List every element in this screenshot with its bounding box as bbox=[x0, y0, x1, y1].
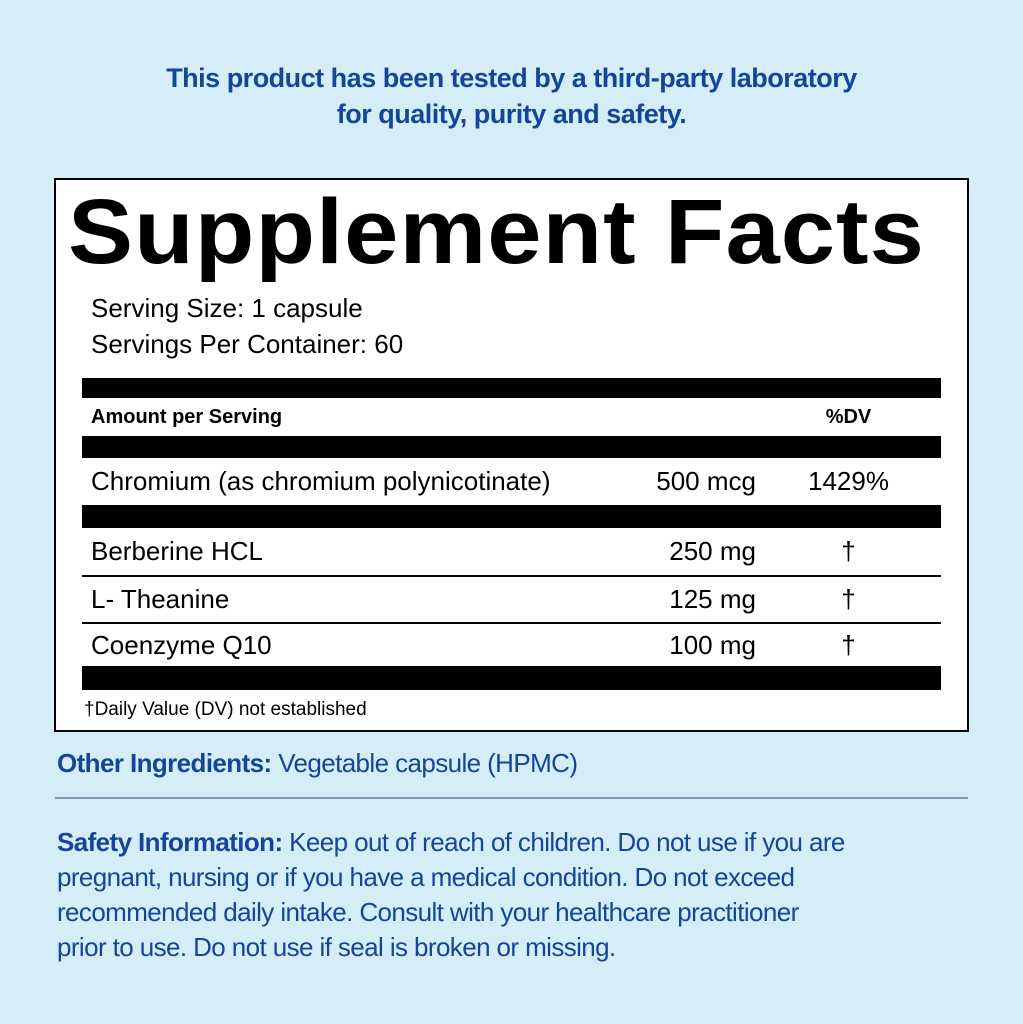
other-ingredients: Other Ingredients: Vegetable capsule (HP… bbox=[57, 746, 1023, 780]
ingredient-amount: 500 mcg bbox=[656, 466, 756, 496]
percent-dv-header: %DV bbox=[825, 405, 872, 428]
divider-bar-top bbox=[82, 378, 941, 398]
section-divider bbox=[55, 797, 968, 799]
safety-information-text: Keep out of reach of children. Do not us… bbox=[57, 827, 845, 962]
ingredient-name: Chromium (as chromium polynicotinate) bbox=[91, 466, 551, 496]
ingredient-name: Coenzyme Q10 bbox=[91, 629, 272, 660]
facts-header-row: Amount per Serving %DV bbox=[82, 398, 941, 436]
ingredient-amount: 250 mg bbox=[669, 536, 756, 566]
supplement-facts-title: Supplement Facts bbox=[68, 181, 925, 283]
safety-information-label: Safety Information: bbox=[57, 827, 283, 857]
ingredient-dv: † bbox=[841, 536, 856, 566]
ingredient-dv: 1429% bbox=[808, 466, 889, 496]
row-separator bbox=[82, 622, 941, 624]
divider-bar-bottom bbox=[82, 666, 941, 690]
other-ingredients-value: Vegetable capsule (HPMC) bbox=[278, 748, 578, 778]
supplement-facts-panel: Supplement Facts Serving Size: 1 capsule… bbox=[54, 178, 969, 732]
row-separator bbox=[82, 575, 941, 577]
table-row-coenzyme-q10: Coenzyme Q10 100 mg † bbox=[82, 624, 941, 666]
table-row-theanine: L- Theanine 125 mg † bbox=[82, 577, 941, 622]
table-row-berberine: Berberine HCL 250 mg † bbox=[82, 528, 941, 575]
other-ingredients-label: Other Ingredients: bbox=[57, 748, 272, 778]
ingredient-dv: † bbox=[841, 629, 856, 660]
dv-footnote: †Daily Value (DV) not established bbox=[84, 699, 367, 720]
table-row-chromium: Chromium (as chromium polynicotinate) 50… bbox=[82, 458, 941, 505]
ingredient-name: Berberine HCL bbox=[91, 536, 263, 566]
servings-per-container: Servings Per Container: 60 bbox=[91, 329, 404, 359]
amount-per-serving-header: Amount per Serving bbox=[91, 405, 283, 428]
safety-information: Safety Information: Keep out of reach of… bbox=[57, 825, 1005, 965]
divider-bar-header bbox=[82, 436, 941, 458]
ingredient-amount: 100 mg bbox=[669, 629, 756, 660]
ingredient-amount: 125 mg bbox=[669, 584, 756, 614]
serving-size: Serving Size: 1 capsule bbox=[91, 293, 363, 323]
ingredient-dv: † bbox=[841, 584, 856, 614]
ingredient-name: L- Theanine bbox=[91, 584, 230, 614]
serving-info: Serving Size: 1 capsule Servings Per Con… bbox=[91, 290, 941, 362]
third-party-tested-banner: This product has been tested by a third-… bbox=[166, 63, 857, 129]
divider-bar-middle bbox=[82, 505, 941, 528]
